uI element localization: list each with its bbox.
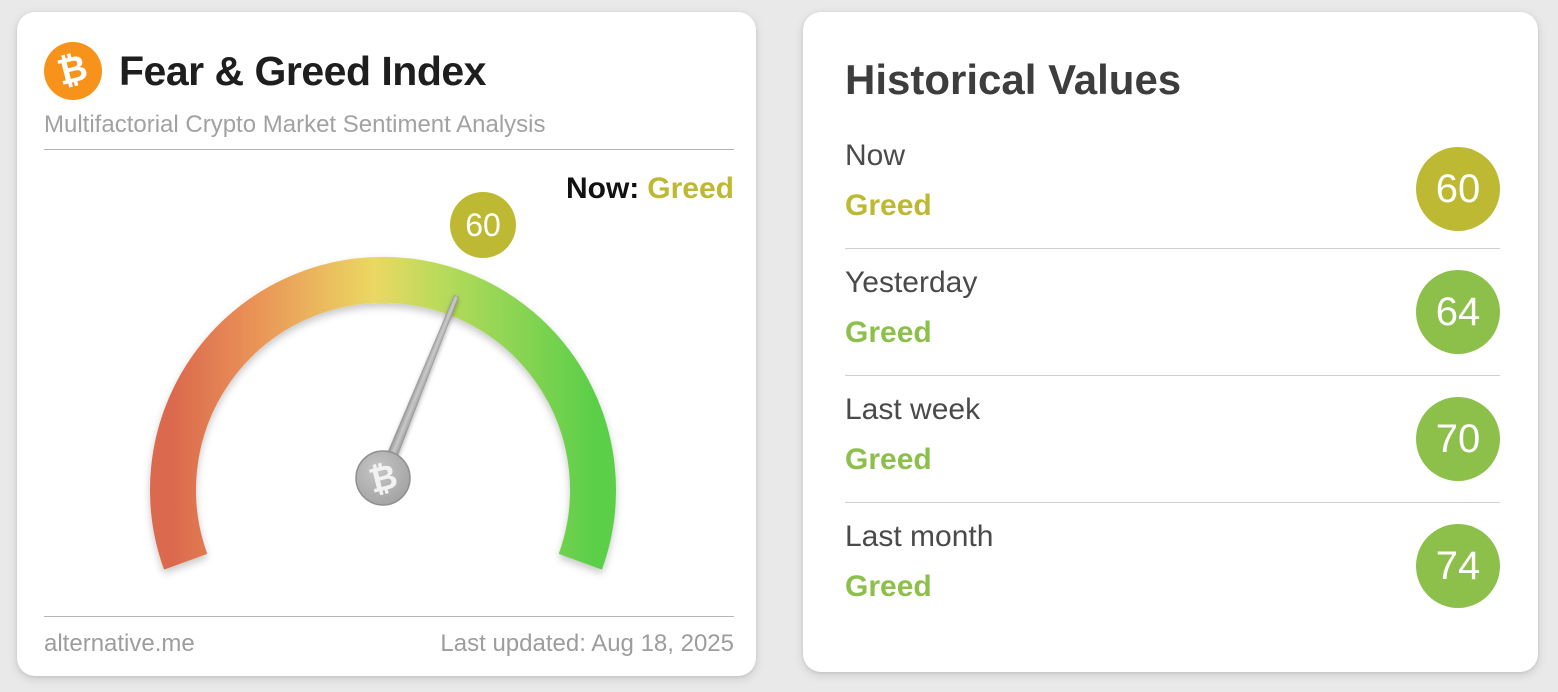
- fear-greed-header: ₿ Fear & Greed Index: [44, 12, 734, 100]
- historical-row-last-week: Last week Greed 70: [845, 376, 1500, 503]
- historical-row-last-month: Last month Greed 74: [845, 503, 1500, 629]
- source-link[interactable]: alternative.me: [44, 630, 195, 657]
- fear-greed-card: ₿ 60 ₿ Fear & Greed Index Multifactorial…: [17, 12, 756, 676]
- row-label: Now: [845, 139, 906, 172]
- row-label: Last week: [845, 393, 981, 426]
- now-label: Now:: [565, 172, 640, 205]
- historical-rows: Now Greed 60 Yesterday Greed 64 Last wee…: [845, 130, 1500, 629]
- row-value-badge: 74: [1416, 524, 1500, 608]
- row-label: Last month: [845, 520, 994, 553]
- row-value-badge: 60: [1416, 147, 1500, 231]
- last-updated: Last updated: Aug 18, 2025: [440, 630, 734, 657]
- row-value-badge: 70: [1416, 397, 1500, 481]
- row-classification: Greed: [845, 189, 932, 222]
- historical-row-now: Now Greed 60: [845, 130, 1500, 249]
- historical-row-yesterday: Yesterday Greed 64: [845, 249, 1500, 376]
- historical-values-card: Historical Values Now Greed 60 Yesterday…: [803, 12, 1538, 672]
- row-classification: Greed: [845, 443, 932, 476]
- card-subtitle: Multifactorial Crypto Market Sentiment A…: [44, 111, 546, 138]
- header-divider: [44, 149, 734, 150]
- bitcoin-icon: ₿: [44, 42, 102, 100]
- historical-title: Historical Values: [845, 56, 1182, 103]
- card-title: Fear & Greed Index: [119, 47, 486, 94]
- row-label: Yesterday: [845, 266, 978, 299]
- row-classification: Greed: [845, 570, 932, 603]
- current-sentiment: Now: Greed: [566, 172, 734, 206]
- row-classification: Greed: [845, 316, 932, 349]
- row-value-badge: 64: [1416, 270, 1500, 354]
- now-value: Greed: [647, 172, 734, 205]
- card-footer: alternative.me Last updated: Aug 18, 202…: [44, 616, 734, 658]
